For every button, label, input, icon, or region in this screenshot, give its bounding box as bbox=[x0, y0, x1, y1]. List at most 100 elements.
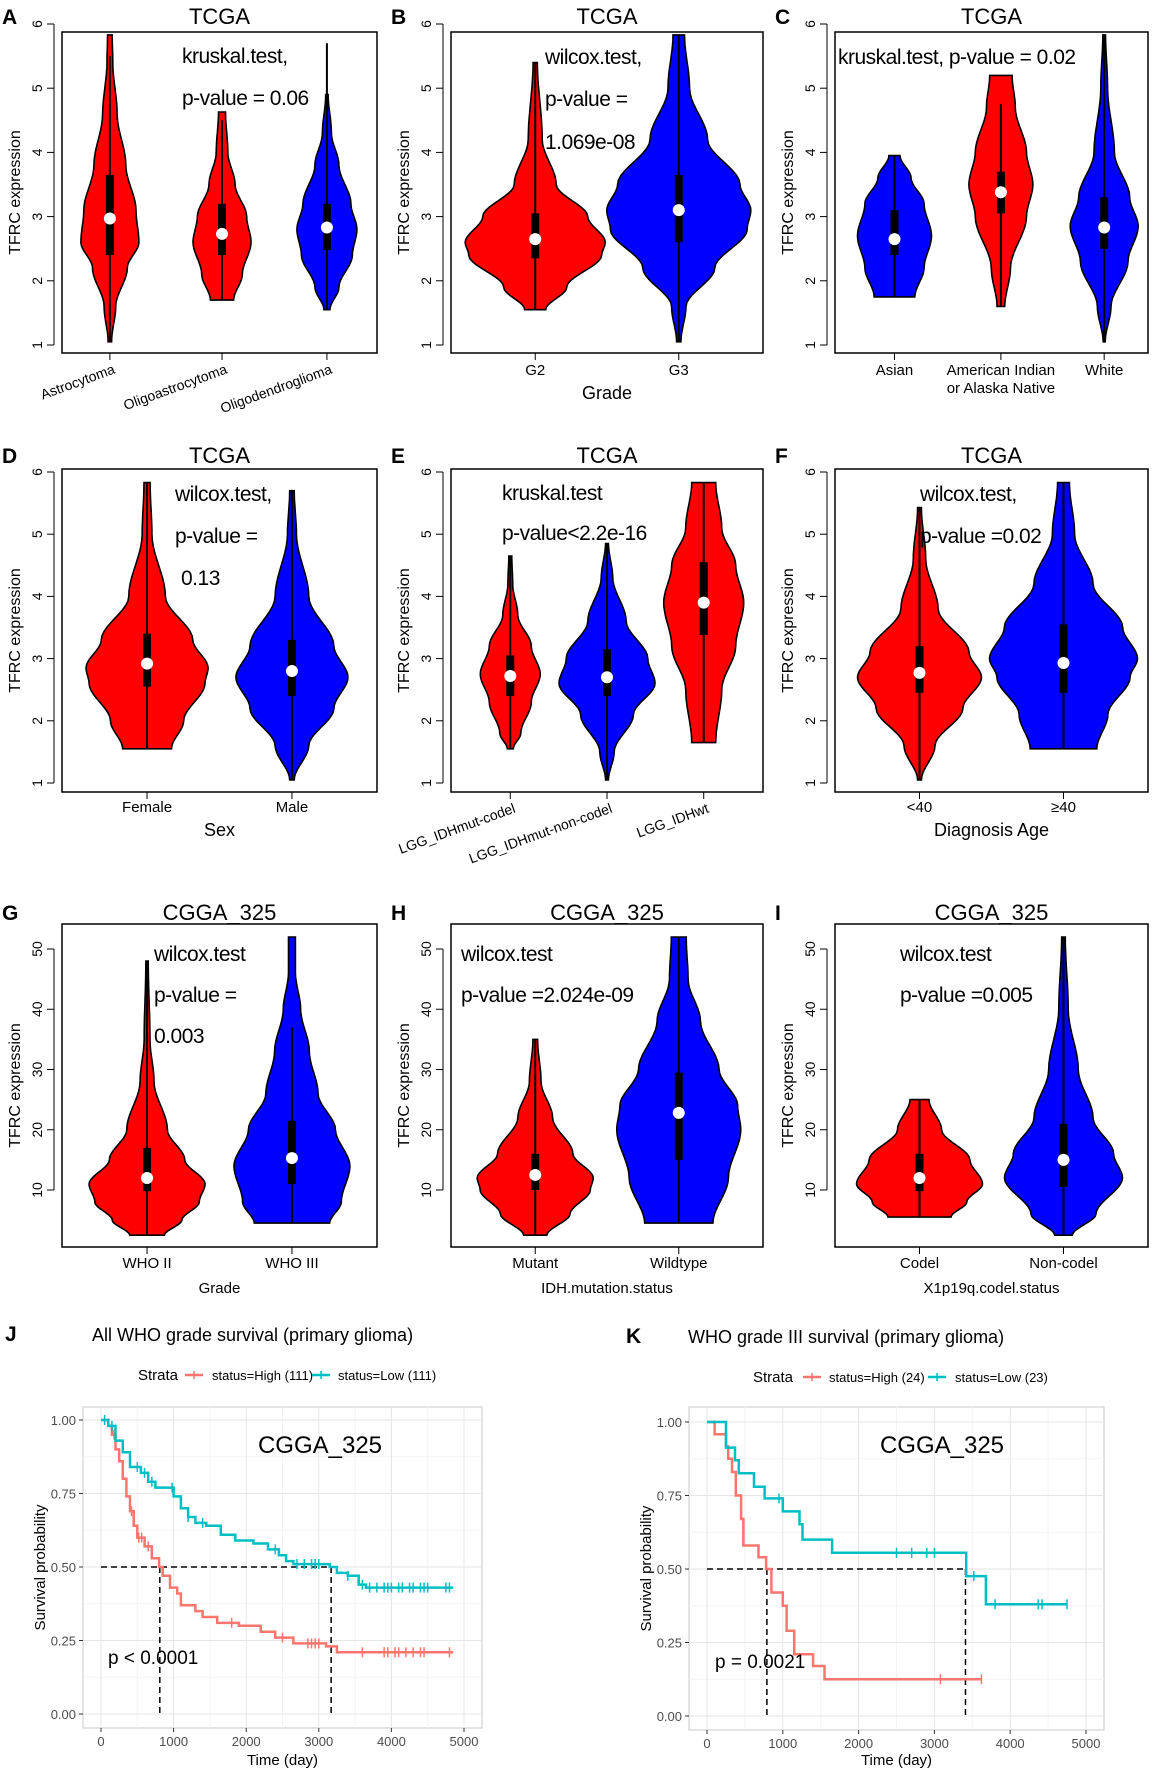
y-tick-label: 6 bbox=[802, 20, 818, 28]
y-tick-label: 50 bbox=[802, 941, 818, 957]
x-tick-label: <40 bbox=[907, 799, 932, 816]
stat-annotation: kruskal.test, p-value = 0.02 bbox=[838, 46, 1076, 69]
x-tick-label: Wildtype bbox=[650, 1255, 708, 1272]
y-tick-label: 2 bbox=[29, 277, 45, 285]
survival-curve-low bbox=[101, 1418, 454, 1589]
y-tick-label: 3 bbox=[802, 654, 818, 662]
y-axis-label: TFRC expression bbox=[396, 1023, 413, 1147]
p-value-annotation: p < 0.0001 bbox=[108, 1648, 198, 1669]
median-point bbox=[529, 1168, 542, 1181]
y-tick-label: 50 bbox=[418, 941, 434, 957]
y-axis-label: Survival probability bbox=[32, 1504, 49, 1630]
panel-letter: B bbox=[391, 6, 406, 29]
stat-annotation: wilcox.test, bbox=[919, 483, 1017, 506]
panel-title: CGGA_325 bbox=[163, 900, 277, 925]
median-point bbox=[320, 221, 333, 234]
y-axis-label: TFRC expression bbox=[396, 130, 413, 254]
stat-annotation: wilcox.test, bbox=[544, 46, 642, 69]
x-tick-label: Asian bbox=[876, 362, 914, 379]
median-point bbox=[672, 204, 685, 217]
median-point bbox=[1098, 221, 1111, 234]
stat-annotation: p-value =0.005 bbox=[900, 984, 1033, 1007]
y-tick-label: 1.00 bbox=[657, 1415, 682, 1430]
stat-annotation: 0.003 bbox=[154, 1025, 204, 1048]
y-tick-label: 6 bbox=[802, 468, 818, 476]
median-point bbox=[529, 233, 542, 246]
x-axis-label: Sex bbox=[204, 820, 235, 840]
panel-title: TCGA bbox=[961, 443, 1022, 468]
x-tick-label: 2000 bbox=[844, 1736, 873, 1751]
median-point bbox=[913, 666, 926, 679]
y-axis-label: TFRC expression bbox=[7, 1023, 24, 1147]
stat-annotation: p-value = 0.06 bbox=[182, 87, 309, 110]
x-axis-label: X1p19q.codel.status bbox=[924, 1280, 1060, 1297]
panel-title: TCGA bbox=[189, 4, 250, 29]
y-tick-label: 3 bbox=[418, 654, 434, 662]
y-tick-label: 5 bbox=[802, 530, 818, 538]
y-tick-label: 3 bbox=[29, 654, 45, 662]
violin-panel-f: F TCGA <40 ≥40 1 2 3 4 5 6 TFRC expression Diagnosi… bbox=[775, 443, 1149, 840]
x-tick-label: 2000 bbox=[232, 1734, 261, 1749]
violin-panel-d: D TCGA Female Male 1 2 3 4 5 6 TFRC expression Sex w… bbox=[2, 443, 378, 840]
plot-frame bbox=[450, 31, 764, 354]
y-tick-label: 2 bbox=[29, 717, 45, 725]
y-tick-label: 3 bbox=[418, 212, 434, 220]
median-point bbox=[913, 1171, 926, 1184]
x-tick-label: 4000 bbox=[377, 1734, 406, 1749]
x-tick-label: White bbox=[1085, 362, 1123, 379]
median-point bbox=[888, 233, 901, 246]
y-tick-label: 4 bbox=[802, 148, 818, 156]
legend-title: Strata bbox=[753, 1369, 794, 1386]
y-tick-label: 30 bbox=[29, 1062, 45, 1078]
y-tick-label: 1 bbox=[418, 341, 434, 349]
stat-annotation: kruskal.test, bbox=[182, 45, 288, 68]
x-axis-label: IDH.mutation.status bbox=[541, 1280, 673, 1297]
x-tick-label: 4000 bbox=[996, 1736, 1025, 1751]
x-tick-label: 1000 bbox=[159, 1734, 188, 1749]
stat-annotation: p-value<2.2e-16 bbox=[502, 522, 647, 545]
x-tick-label: Non-codel bbox=[1029, 1255, 1097, 1272]
y-tick-label: 4 bbox=[802, 592, 818, 600]
km-panel-j: J All WHO grade survival (primary glioma)… bbox=[5, 1323, 483, 1769]
median-survival-lines bbox=[101, 1566, 332, 1714]
x-tick-label-line2: or Alaska Native bbox=[947, 380, 1055, 397]
stat-annotation: p-value = bbox=[545, 88, 628, 111]
x-tick-label: 3000 bbox=[920, 1736, 949, 1751]
x-tick-label: 5000 bbox=[450, 1734, 479, 1749]
median-point bbox=[697, 596, 710, 609]
y-tick-label: 4 bbox=[29, 148, 45, 156]
median-point bbox=[1057, 1153, 1070, 1166]
panel-title: TCGA bbox=[189, 443, 250, 468]
y-tick-label: 2 bbox=[418, 717, 434, 725]
survival-curve-low bbox=[707, 1420, 1067, 1606]
legend-title: Strata bbox=[138, 1367, 179, 1384]
panel-letter: F bbox=[775, 445, 788, 468]
x-axis-label: Grade bbox=[199, 1280, 241, 1297]
median-point bbox=[285, 1152, 298, 1165]
y-axis-label: Survival probability bbox=[638, 1505, 655, 1631]
y-tick-label: 5 bbox=[802, 84, 818, 92]
cohort-annotation: CGGA_325 bbox=[880, 1432, 1004, 1459]
y-tick-label: 2 bbox=[418, 277, 434, 285]
x-axis-label: Time (day) bbox=[247, 1752, 318, 1769]
y-axis-label: TFRC expression bbox=[7, 568, 24, 692]
y-tick-label: 20 bbox=[29, 1122, 45, 1138]
panel-title: TCGA bbox=[961, 4, 1022, 29]
median-point bbox=[504, 670, 517, 683]
y-tick-label: 40 bbox=[802, 1001, 818, 1017]
legend-entry: status=Low (23) bbox=[955, 1370, 1048, 1385]
panel-letter: C bbox=[775, 6, 790, 29]
km-panel-k: K WHO grade III survival (primary glioma)… bbox=[626, 1325, 1105, 1769]
stat-annotation: kruskal.test bbox=[502, 482, 603, 505]
violin-panel-e: E TCGALGG_IDHmut-codelLGG_IDHmut-non-code… bbox=[391, 443, 764, 866]
plot-frame bbox=[834, 31, 1149, 354]
x-tick-label: American Indian bbox=[947, 362, 1055, 379]
panel-letter: I bbox=[775, 902, 781, 925]
y-tick-label: 1 bbox=[29, 341, 45, 349]
panel-letter: E bbox=[391, 445, 405, 468]
plot-frame bbox=[61, 31, 378, 354]
y-tick-label: 40 bbox=[418, 1001, 434, 1017]
y-tick-label: 0.25 bbox=[51, 1634, 76, 1649]
violin-panel-b: B TCGA G2 G3 1 2 3 4 5 6 TFRC expression Grade wilco… bbox=[391, 4, 764, 403]
